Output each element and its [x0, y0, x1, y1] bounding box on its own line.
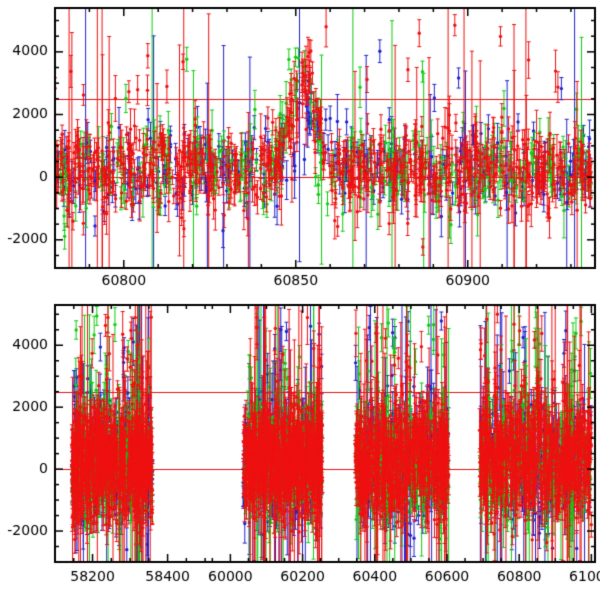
light-curve-figure	[0, 0, 600, 600]
light-curve-scatter-canvas	[0, 0, 600, 600]
